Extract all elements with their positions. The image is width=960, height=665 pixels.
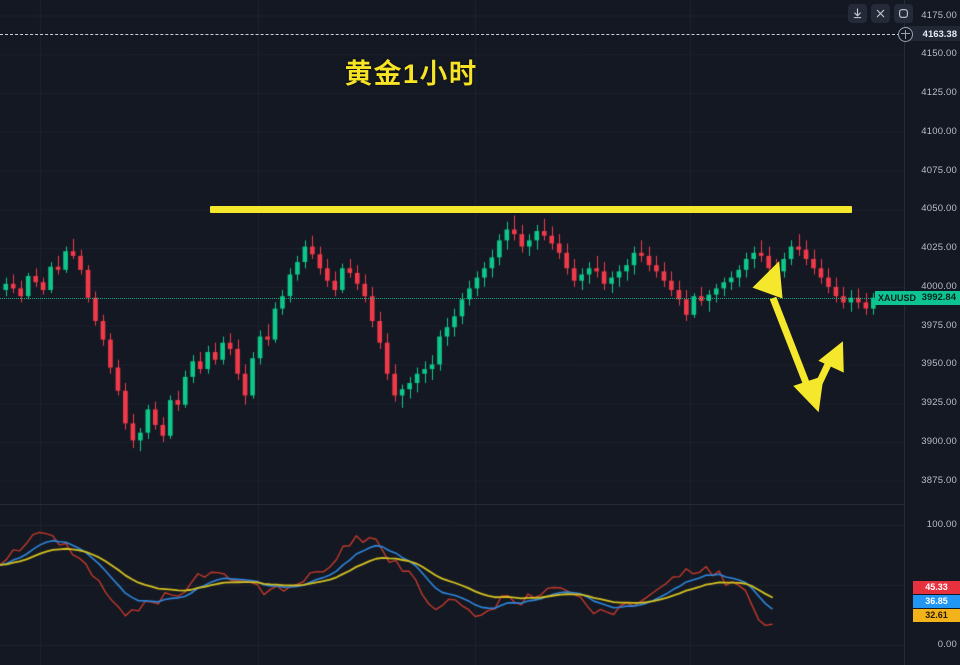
- chart-toolbar[interactable]: [848, 4, 913, 23]
- price-tick-4075: 4075.00: [921, 164, 957, 176]
- indicator-badge-stoch-k[interactable]: 45.33: [913, 581, 960, 594]
- price-tick-3975: 3975.00: [921, 319, 957, 331]
- forecast-zigzag-arrow[interactable]: [745, 248, 865, 418]
- last-price-line: [0, 297, 905, 299]
- last-price-badge[interactable]: 3992.84: [913, 290, 960, 305]
- alert-price-label: 4163.38: [922, 28, 957, 40]
- price-tick-3875: 3875.00: [921, 474, 957, 486]
- price-axis[interactable]: 4163.38 3992.84 4175.00 4150.00 4125.00 410…: [904, 0, 960, 665]
- chart-title: 黄金1小时: [345, 59, 479, 89]
- close-icon[interactable]: [871, 4, 890, 23]
- indicator-tick-0: 0.00: [937, 639, 957, 650]
- price-pane[interactable]: 黄金1小时: [0, 0, 905, 504]
- alert-price-row: [905, 26, 960, 42]
- candlestick-canvas[interactable]: [0, 0, 905, 504]
- price-tick-3900: 3900.00: [921, 435, 957, 447]
- indicator-badge-stoch-slow[interactable]: 32.61: [913, 609, 960, 622]
- price-tick-4025: 4025.00: [921, 242, 957, 254]
- pane-separator: [0, 504, 960, 505]
- price-tick-4000: 4000.00: [921, 280, 957, 292]
- price-tick-4175: 4175.00: [921, 9, 957, 21]
- stochastic-canvas[interactable]: [0, 505, 905, 665]
- alert-dashed-line[interactable]: [0, 33, 905, 35]
- alert-add-icon[interactable]: [898, 26, 913, 42]
- fullscreen-icon[interactable]: [894, 4, 913, 23]
- indicator-tick-100: 100.00: [926, 519, 957, 530]
- price-tick-4125: 4125.00: [921, 87, 957, 99]
- price-tick-4150: 4150.00: [921, 48, 957, 60]
- price-tick-3925: 3925.00: [921, 397, 957, 409]
- indicator-badge-stoch-d[interactable]: 36.85: [913, 595, 960, 608]
- indicator-pane[interactable]: [0, 505, 905, 665]
- price-tick-4050: 4050.00: [921, 203, 957, 215]
- download-icon[interactable]: [848, 4, 867, 23]
- resistance-line[interactable]: [210, 206, 852, 214]
- price-tick-3950: 3950.00: [921, 358, 957, 370]
- symbol-tag: XAUUSD: [875, 290, 920, 305]
- price-tick-4100: 4100.00: [921, 125, 957, 137]
